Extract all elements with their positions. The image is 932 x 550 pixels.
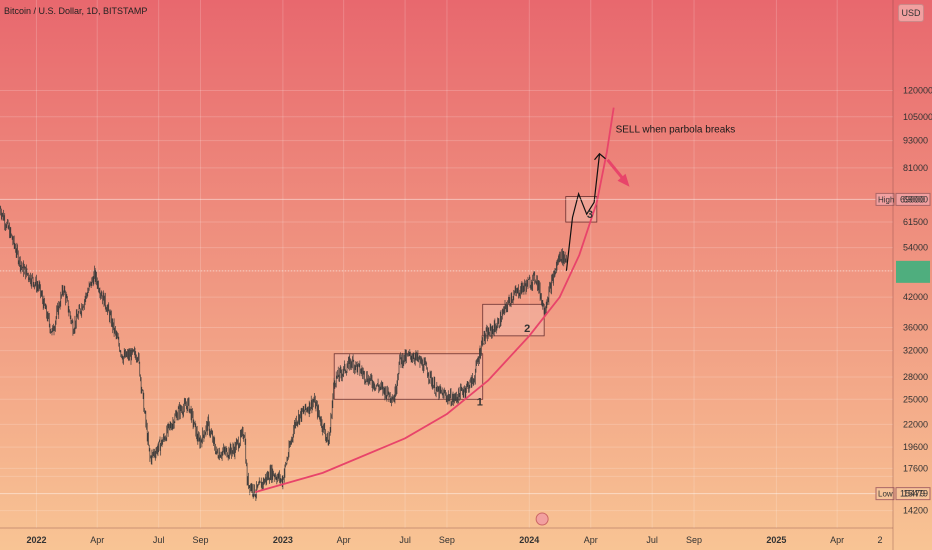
high-tag <box>875 192 895 206</box>
y-tick-label: 19600 <box>903 442 928 452</box>
y-tick-label: 32000 <box>903 346 928 356</box>
y-tick-label: 120000 <box>903 85 932 95</box>
projection-arrowhead <box>594 152 606 161</box>
price-series <box>0 205 567 502</box>
y-tick-label: 61500 <box>903 217 928 227</box>
range-box <box>333 353 484 400</box>
y-tick-label: 105000 <box>903 112 932 122</box>
x-tick-label: Apr <box>584 535 598 545</box>
x-tick-label: Sep <box>193 535 209 545</box>
box-label: 2 <box>524 323 530 335</box>
y-tick-label: 15479 <box>903 489 928 499</box>
y-tick-label: 81000 <box>903 163 928 173</box>
x-tick-label: 2 <box>877 535 882 545</box>
parabola-curve <box>254 107 615 493</box>
y-tick-label: 54000 <box>903 243 928 253</box>
low-tag <box>875 487 895 501</box>
high-value: 69000 <box>900 194 925 204</box>
y-tick-label: 14200 <box>903 506 928 516</box>
low-value-box <box>895 487 931 501</box>
low-value: 15479 <box>900 489 925 499</box>
x-tick-label: Apr <box>830 535 844 545</box>
y-tick-label: 93000 <box>903 136 928 146</box>
high-label: High <box>878 195 894 204</box>
x-tick-label: Apr <box>337 535 351 545</box>
y-tick-label: 69000 <box>903 194 928 204</box>
boxes <box>333 196 598 400</box>
last-price-badge <box>896 260 930 283</box>
x-tick-label: Apr <box>90 535 104 545</box>
box-label: 3 <box>587 209 593 221</box>
x-tick-label: Sep <box>686 535 702 545</box>
y-tick-label: 28000 <box>903 372 928 382</box>
overlays: 1 2 3 SELL when parbola breaks High 69000 Low 1… <box>0 107 931 526</box>
event-marker-icon <box>535 512 549 526</box>
high-value-box <box>895 192 931 206</box>
x-tick-label: Jul <box>153 535 165 545</box>
x-tick-label: Sep <box>439 535 455 545</box>
low-label: Low <box>878 490 893 499</box>
y-tick-label: 42000 <box>903 292 928 302</box>
box-label: 1 <box>477 396 483 408</box>
x-tick-label: Jul <box>646 535 658 545</box>
chart-symbol-title: Bitcoin / U.S. Dollar, 1D, BITSTAMP <box>4 6 148 16</box>
x-tick-label: Jul <box>399 535 411 545</box>
projection-path <box>565 153 601 271</box>
x-tick-label: 2022 <box>26 535 46 545</box>
y-tick-label: 36000 <box>903 322 928 332</box>
y-tick-label: 25000 <box>903 394 928 404</box>
x-tick-label: 2025 <box>766 535 786 545</box>
x-tick-label: 2023 <box>273 535 293 545</box>
y-tick-label: 22000 <box>903 419 928 429</box>
annotation-text: SELL when parbola breaks <box>616 124 736 135</box>
y-tick-label: 17600 <box>903 463 928 473</box>
currency-button[interactable]: USD <box>898 4 924 22</box>
sell-arrowhead <box>617 173 630 187</box>
x-tick-label: 2024 <box>519 535 539 545</box>
